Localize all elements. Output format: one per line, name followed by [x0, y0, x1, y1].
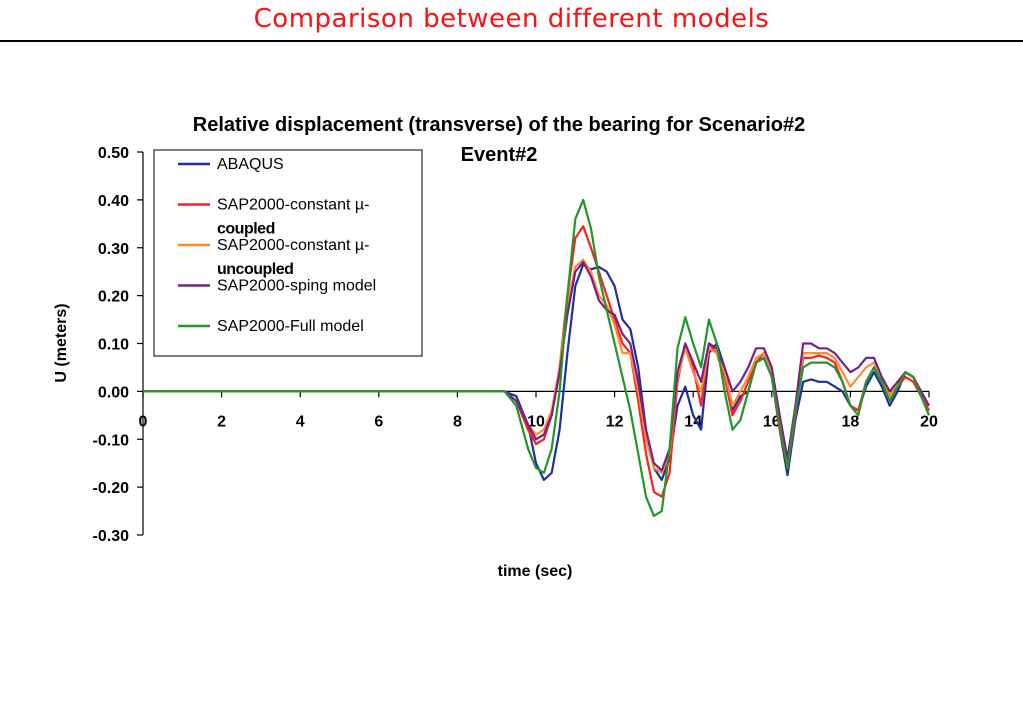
legend-label-1-line2: coupled — [217, 221, 275, 238]
legend-label-1: SAP2000-constant µ- — [217, 197, 369, 214]
chart-title-line1: Relative displacement (transverse) of th… — [193, 114, 805, 136]
x-tick-label: 0 — [139, 413, 148, 430]
x-tick-label: 6 — [374, 413, 383, 430]
y-tick-label: -0.10 — [93, 432, 130, 449]
x-tick-label: 18 — [842, 413, 860, 430]
legend-label-0: ABAQUS — [217, 156, 284, 173]
x-tick-label: 12 — [606, 413, 624, 430]
series-layer — [143, 198, 931, 517]
chart-title-line2: Event#2 — [461, 144, 538, 166]
series-line-4 — [143, 198, 931, 517]
axes: 0.50 0.40 0.30 0.20 0.10 0.00 -0.10 -0.20 -0.30 0… — [93, 145, 938, 545]
x-tick-label: 8 — [453, 413, 462, 430]
y-tick-label: 0.50 — [98, 145, 129, 162]
y-tick-label: 0.00 — [98, 384, 129, 401]
y-tick-label: 0.20 — [98, 289, 129, 306]
x-tick-label: 16 — [763, 413, 781, 430]
x-tick-label: 2 — [217, 413, 226, 430]
y-tick-label: -0.20 — [93, 480, 130, 497]
title-divider — [0, 40, 1023, 42]
x-tick-label: 4 — [296, 413, 305, 430]
y-tick-label: -0.30 — [93, 528, 130, 545]
x-tick-label: 10 — [527, 413, 545, 430]
x-tick-label: 20 — [920, 413, 938, 430]
legend-label-2: SAP2000-constant µ- — [217, 237, 369, 254]
series-line-2 — [143, 258, 930, 474]
y-tick-label: 0.30 — [98, 241, 129, 258]
x-axis-label: time (sec) — [498, 563, 573, 580]
y-axis-label: U (meters) — [53, 303, 70, 382]
legend-label-4: SAP2000-Full model — [217, 318, 364, 335]
x-tick-label: 14 — [684, 413, 702, 430]
legend-box — [153, 149, 423, 357]
slide-title: Comparison between different models — [253, 4, 770, 34]
legend-label-3: SAP2000-sping model — [217, 278, 376, 295]
y-tick-label: 0.10 — [98, 337, 129, 354]
legend-label-2-line2: uncoupled — [217, 261, 293, 278]
y-tick-label: 0.40 — [98, 193, 129, 210]
